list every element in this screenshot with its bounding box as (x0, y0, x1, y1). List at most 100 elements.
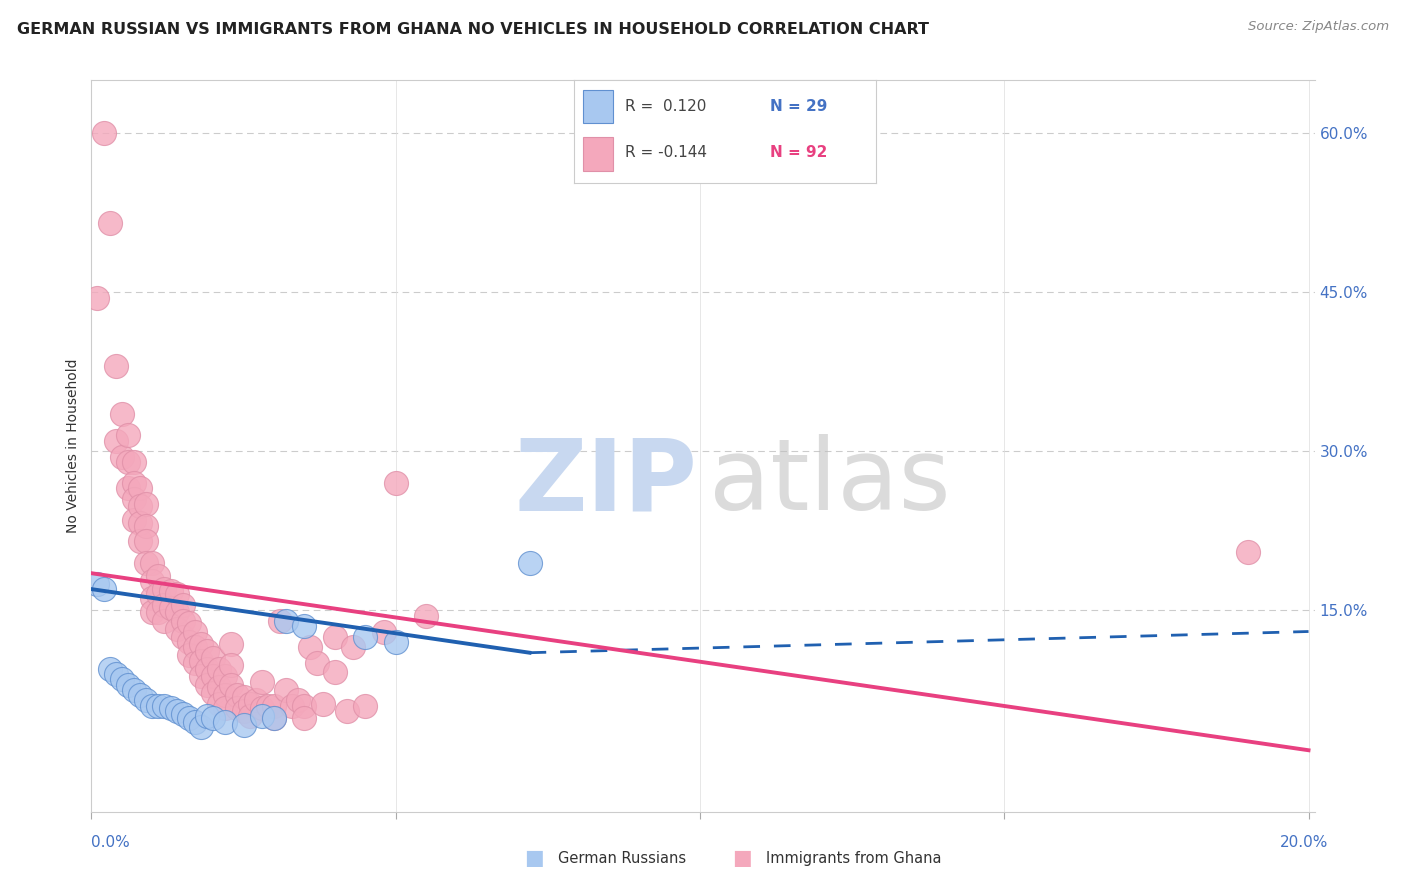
Point (159, 601, 181, 615)
Point (311, 697, 333, 711)
Point (129, 534, 152, 549)
Point (86, 291, 108, 305)
Point (135, 693, 157, 707)
Y-axis label: No Vehicles in Household: No Vehicles in Household (66, 359, 80, 533)
Point (122, 455, 145, 469)
Point (239, 697, 262, 711)
Point (135, 518, 157, 533)
Point (153, 614, 176, 628)
Point (129, 516, 152, 531)
Point (276, 614, 298, 628)
Point (354, 630, 377, 644)
Point (232, 718, 254, 732)
Text: Immigrants from Ghana: Immigrants from Ghana (766, 851, 942, 865)
Bar (582, 136, 613, 170)
Point (177, 635, 200, 649)
Point (232, 704, 254, 718)
Point (104, 359, 127, 374)
Point (276, 682, 298, 697)
Text: Source: ZipAtlas.com: Source: ZipAtlas.com (1249, 20, 1389, 33)
Point (214, 701, 236, 715)
Point (148, 698, 170, 713)
Point (141, 591, 163, 605)
Point (184, 640, 207, 655)
Point (122, 491, 145, 506)
Point (129, 500, 152, 514)
Point (384, 635, 406, 649)
Point (342, 640, 364, 655)
Point (141, 606, 163, 620)
Point (117, 482, 139, 496)
Point (226, 688, 249, 702)
Point (129, 482, 152, 496)
Point (250, 701, 273, 715)
Point (202, 686, 225, 700)
Point (269, 614, 291, 628)
Point (122, 513, 145, 527)
Point (172, 598, 194, 612)
Point (153, 582, 176, 596)
Point (354, 698, 377, 713)
Point (305, 657, 328, 671)
Point (226, 701, 249, 715)
Point (415, 608, 437, 623)
Point (166, 623, 188, 637)
Text: ■: ■ (733, 848, 752, 868)
Point (141, 556, 163, 570)
Point (117, 428, 139, 442)
Text: 20.0%: 20.0% (1281, 836, 1329, 850)
Point (104, 667, 127, 681)
Point (148, 606, 170, 620)
Point (177, 615, 200, 630)
Point (98, 216, 121, 230)
Point (384, 476, 406, 491)
Point (166, 704, 188, 718)
Point (159, 701, 181, 715)
Point (135, 534, 157, 549)
Point (250, 675, 273, 690)
Point (135, 556, 157, 570)
Point (281, 698, 304, 713)
Point (208, 662, 231, 676)
Point (111, 450, 134, 464)
Point (1236, 545, 1258, 559)
Point (195, 709, 218, 723)
Text: 0.0%: 0.0% (91, 836, 131, 850)
Point (129, 688, 152, 702)
Point (122, 476, 145, 491)
Text: ■: ■ (524, 848, 544, 868)
Point (336, 704, 359, 718)
Point (208, 697, 231, 711)
Point (184, 714, 207, 729)
Point (148, 569, 170, 583)
Point (263, 711, 285, 725)
Point (190, 637, 212, 651)
Point (214, 714, 236, 729)
Point (98, 662, 121, 676)
Point (208, 680, 231, 694)
Point (221, 677, 243, 691)
Point (172, 614, 194, 628)
Point (202, 711, 225, 725)
Point (117, 677, 139, 691)
Point (190, 669, 212, 683)
Point (287, 693, 309, 707)
Point (214, 669, 236, 683)
Point (195, 677, 218, 691)
Point (190, 654, 212, 668)
Text: N = 92: N = 92 (770, 145, 828, 160)
Point (221, 658, 243, 673)
Point (292, 711, 315, 725)
Text: ZIP: ZIP (515, 434, 697, 531)
Point (214, 688, 236, 702)
Point (250, 709, 273, 723)
Point (141, 698, 163, 713)
Point (104, 434, 127, 448)
Text: R =  0.120: R = 0.120 (626, 99, 706, 114)
Point (190, 720, 212, 734)
Point (148, 587, 170, 601)
Point (519, 556, 541, 570)
Point (177, 711, 200, 725)
Text: N = 29: N = 29 (770, 99, 828, 114)
Point (202, 651, 225, 665)
